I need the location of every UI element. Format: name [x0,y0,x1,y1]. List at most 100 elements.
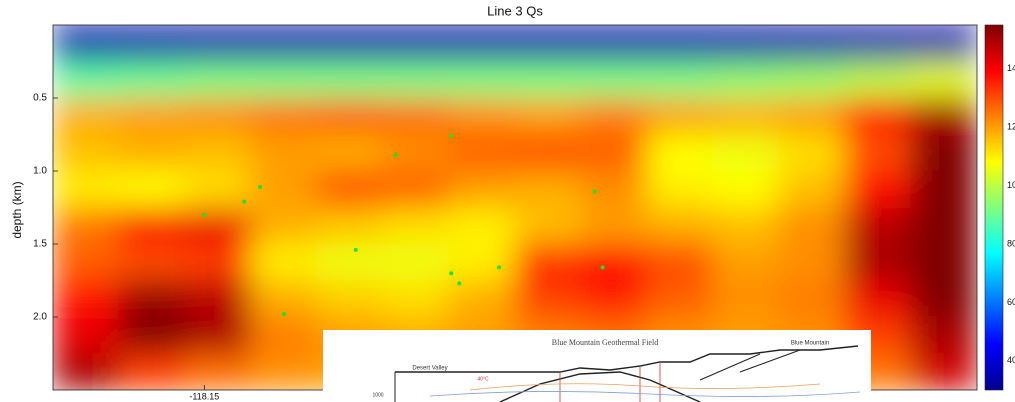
heat-cell [316,61,384,99]
heat-cell [712,61,780,99]
heat-cell [646,134,714,172]
heat-cell [580,61,648,99]
heat-cell [316,243,384,281]
heat-cell [382,97,450,135]
event-point [393,152,398,157]
event-point [242,199,247,204]
heat-cell [53,280,120,318]
event-point [497,265,502,270]
heat-cell [448,97,516,135]
heat-cell [580,280,648,318]
heat-cell [778,207,846,245]
heat-cell [646,97,714,135]
heat-cell [646,207,714,245]
heat-cell [910,97,977,135]
heat-cell [250,207,318,245]
heat-cell [448,207,516,245]
heat-cell [712,134,780,172]
event-point [592,189,597,194]
event-point [600,265,605,270]
heat-cell [184,207,252,245]
heat-cell [250,134,318,172]
heat-cell [118,134,186,172]
event-point [258,185,263,190]
heat-cell [316,170,384,208]
heat-cell [514,280,582,318]
inset-axis-label: 1000 [372,392,383,398]
heat-cell [778,170,846,208]
heat-cell [646,170,714,208]
heat-cell [118,207,186,245]
heat-cell [382,280,450,318]
heat-cell [53,353,120,390]
heat-cell [250,170,318,208]
heat-cell [316,134,384,172]
x-tick-label: -118.15 [189,391,219,401]
heat-cell [778,61,846,99]
inset-figure: Blue Mountain Geothermal Field Desert Va… [323,330,871,402]
heat-cell [184,134,252,172]
heat-cell [53,243,120,281]
heat-cell [250,61,318,99]
heat-cell [910,25,977,62]
inset-fault [739,349,801,373]
heat-cell [712,170,780,208]
event-point [449,133,454,138]
heat-cell [844,61,912,99]
overlay: 0.5 1.0 1.5 2.0 -118.15 40 60 80 100 120 140 [33,63,1015,401]
heat-cell [448,61,516,99]
heat-cell [53,25,120,62]
heat-cell [778,243,846,281]
heat-cell [910,207,977,245]
colorbar-tick-label: 80 [1007,238,1015,248]
heat-cell [118,97,186,135]
heat-cell [184,243,252,281]
heat-cell [844,280,912,318]
heat-cell [382,207,450,245]
colorbar [984,24,1004,391]
heat-cell [514,25,582,62]
heat-cell [448,134,516,172]
heat-cell [118,243,186,281]
heat-cell [250,353,318,390]
heat-cell [53,316,120,354]
heat-cell [118,353,186,390]
heat-cell [53,97,120,135]
inset-label: Blue Mountain [791,341,829,347]
heat-cell [514,61,582,99]
heat-cell [580,97,648,135]
heat-cell [910,353,977,390]
inset-background [323,330,871,402]
heat-cell [910,170,977,208]
heat-cell [844,134,912,172]
heat-cell [646,25,714,62]
heat-cell [316,25,384,62]
chart-title: Line 3 Qs [487,3,543,18]
heat-cell [250,280,318,318]
inset-isotherm [469,383,821,391]
heat-cell [712,25,780,62]
heat-cell [712,243,780,281]
heat-cell [184,316,252,354]
colorbar-tick-label: 40 [1007,355,1015,365]
y-tick-label: 1.0 [33,166,47,177]
heat-cell [514,134,582,172]
inset-fault [699,353,761,381]
event-point [282,312,286,317]
heat-cell [910,280,977,318]
heat-cell [448,25,516,62]
event-point [449,271,454,276]
heat-cell [844,25,912,62]
heat-cell [53,134,120,172]
y-tick-label: 2.0 [33,312,47,323]
heat-cell [184,25,252,62]
heat-cell [184,280,252,318]
heat-cell [646,243,714,281]
heat-cell [580,243,648,281]
heat-cell [53,207,120,245]
event-point [353,247,358,252]
colorbar-tick-label: 100 [1007,180,1015,190]
heat-cell [382,243,450,281]
heat-cell [778,97,846,135]
